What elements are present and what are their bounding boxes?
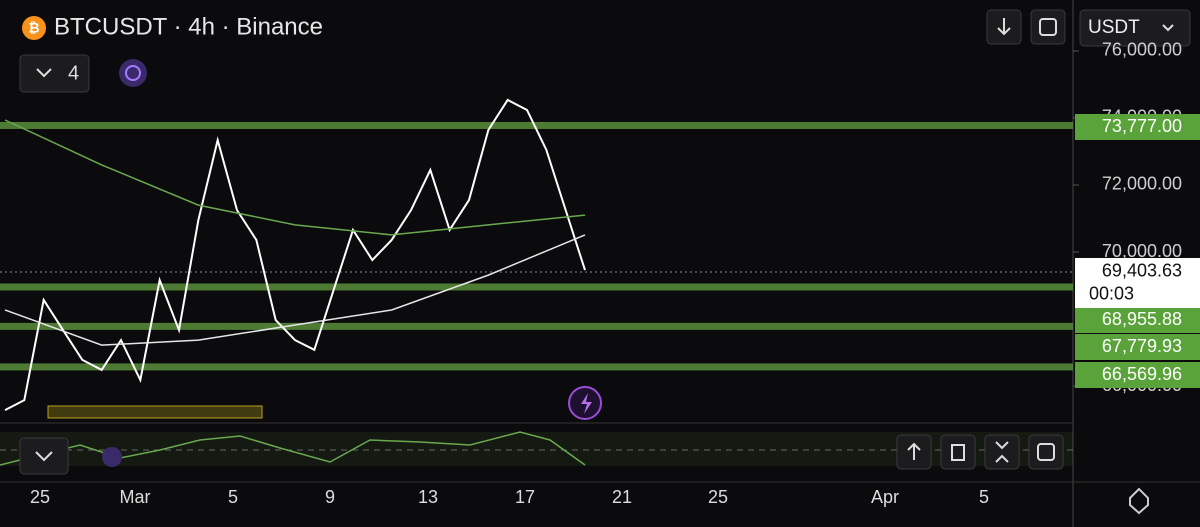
oscillator-line [0, 431, 586, 466]
download-icon [997, 18, 1011, 36]
indicator-count: 4 [68, 62, 79, 84]
level-label-bg [1075, 114, 1200, 140]
lightning-icon [581, 393, 592, 414]
zone-box [47, 405, 263, 419]
y-tick-label: 76,000.00 [1102, 40, 1182, 60]
collapse-icon [995, 441, 1009, 463]
chevron [1162, 24, 1174, 32]
last-price-bg [1075, 257, 1200, 308]
x-tick-label: 13 [418, 487, 438, 507]
level-label-bg [1075, 334, 1200, 360]
maximize-icon [1037, 443, 1055, 461]
x-tick-label: 9 [325, 487, 335, 507]
currency-label: USDT [1088, 17, 1140, 38]
level-line [0, 322, 1073, 330]
up-icon [907, 442, 921, 460]
x-tick-label: 21 [612, 487, 632, 507]
pane-tools [896, 434, 1064, 470]
fullscreen-button[interactable] [1030, 9, 1066, 45]
level-line [0, 121, 1073, 129]
delete-button[interactable] [940, 434, 976, 470]
level-label: 73,777.00 [1102, 116, 1182, 136]
indicators-toggle[interactable] [19, 54, 90, 93]
sync-button[interactable] [119, 59, 147, 87]
level-line [0, 283, 1073, 291]
level-label: 68,955.88 [1102, 309, 1182, 329]
level-line [0, 363, 1073, 371]
currency-select[interactable] [1079, 9, 1191, 47]
x-tick-label: 25 [30, 487, 50, 507]
collapse-button[interactable] [19, 437, 69, 475]
x-tick-label: 17 [515, 487, 535, 507]
chevron [35, 451, 53, 462]
sync-icon [125, 65, 141, 81]
x-tick-label: 5 [979, 487, 989, 507]
fullscreen-icon [1039, 18, 1057, 36]
coin-glyph: ₿ [28, 20, 39, 36]
level-label-bg [1075, 362, 1200, 388]
maximize-pane-button[interactable] [1028, 434, 1064, 470]
coin-icon [22, 16, 46, 40]
x-tick-label: Apr [871, 487, 899, 507]
chevron [36, 68, 52, 78]
price-line [4, 98, 586, 412]
moving-average [4, 234, 586, 346]
countdown-label: 00:03 [1089, 284, 1134, 304]
oscillator-band [0, 432, 1073, 466]
last-price-label: 69,403.63 [1102, 261, 1182, 281]
level-label: 67,779.93 [1102, 336, 1182, 356]
sync-button[interactable] [102, 447, 122, 467]
level-label-bg [1075, 307, 1200, 333]
trash-icon [951, 444, 965, 461]
x-tick-label: 25 [708, 487, 728, 507]
level-label: 66,569.96 [1102, 364, 1182, 384]
x-tick-label: Mar [120, 487, 151, 507]
collapse-pane-button[interactable] [984, 434, 1020, 470]
settings-icon [1129, 487, 1149, 515]
moving-average [4, 119, 586, 236]
x-tick-label: 5 [228, 487, 238, 507]
symbol-title: BTCUSDT · 4h · Binance [54, 13, 323, 40]
y-tick-label: 70,000.00 [1102, 241, 1182, 261]
y-tick-label: 72,000.00 [1102, 174, 1182, 194]
